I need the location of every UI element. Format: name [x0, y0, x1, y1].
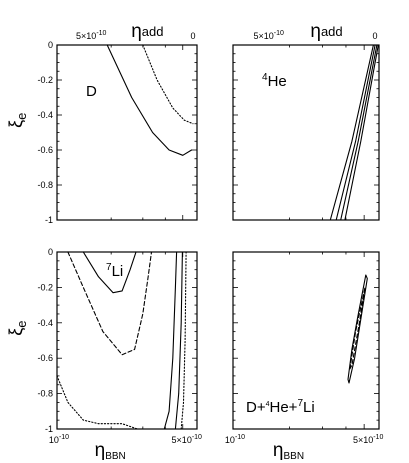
curve-li7-0 — [82, 251, 137, 294]
panel-label-d: D — [86, 83, 97, 100]
panel-label-li7: 7Li — [106, 262, 123, 280]
bottom-tick-label: 5×10-10 — [353, 434, 384, 445]
bottom-axis-title: ηBBN — [95, 440, 126, 462]
panel-frames — [56, 44, 380, 430]
curve-li7-2 — [56, 375, 138, 430]
y-axis-title-text: ξe — [6, 320, 29, 335]
curve-combined-0 — [347, 274, 368, 384]
y-tick-label: -0.8 — [37, 180, 53, 190]
y-axis-title: ξe — [6, 320, 29, 335]
bottom-axis-title: ηBBN — [273, 440, 304, 462]
top-tick-label: 5×10-10 — [254, 30, 285, 41]
curve-li7-5 — [180, 251, 187, 430]
curve-layer — [56, 44, 379, 430]
y-tick-label: -0.8 — [37, 389, 53, 399]
curve-d-0 — [106, 44, 193, 156]
y-tick-label: -0.4 — [37, 318, 53, 328]
y-axis-title-text: ξe — [6, 113, 29, 128]
y-tick-label: -0.4 — [37, 110, 53, 120]
curve-he4-1 — [335, 44, 376, 221]
top-tick-label: 0 — [372, 31, 377, 41]
top-axis-title: ηadd — [131, 21, 163, 42]
y-tick-label: -0.2 — [37, 75, 53, 85]
panel-label-he4: 4He — [262, 72, 287, 90]
top-tick-label: 5×10-10 — [76, 30, 107, 41]
y-tick-label: -1 — [45, 424, 53, 434]
panel-frame-d — [56, 44, 198, 221]
y-tick-label: -0.6 — [37, 353, 53, 363]
curve-li7-4 — [174, 251, 183, 430]
y-tick-label: -0.6 — [37, 145, 53, 155]
y-tick-label: 0 — [48, 40, 53, 50]
curve-he4-2 — [340, 44, 378, 221]
y-axis-title: ξe — [6, 113, 29, 128]
bottom-tick-label: 5×10-10 — [172, 434, 203, 445]
curve-d-1 — [142, 44, 194, 125]
curve-he4-0 — [329, 44, 374, 221]
bottom-tick-label: 10-10 — [225, 434, 245, 445]
text-layer: 0 -0.2 -0.4 -0.6 -0.8 -1 0 -0.2 -0.4 -0.6 -0.8 -1 ξe… — [6, 21, 383, 462]
top-tick-label: 0 — [190, 31, 195, 41]
curve-combined-1 — [349, 286, 366, 370]
y-tick-label: 0 — [48, 247, 53, 257]
panel-label-combined: D+4He+7Li — [246, 398, 315, 416]
curve-li7-1 — [67, 251, 153, 356]
curve-li7-3 — [163, 251, 178, 430]
y-tick-label: -0.2 — [37, 282, 53, 292]
curve-he4-3 — [344, 44, 379, 221]
y-tick-label: -1 — [45, 215, 53, 225]
top-axis-title: ηadd — [310, 21, 342, 42]
bottom-tick-label: 10-10 — [49, 434, 69, 445]
